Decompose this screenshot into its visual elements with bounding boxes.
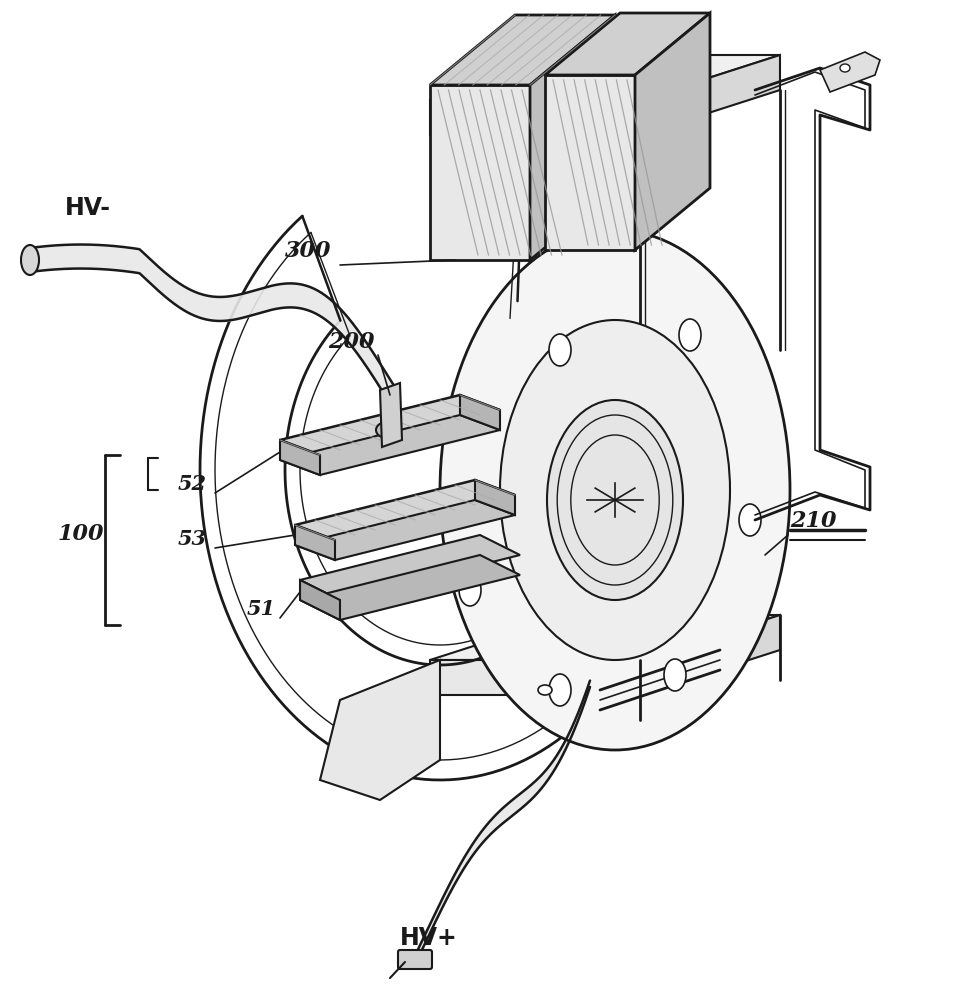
Polygon shape <box>545 13 710 75</box>
Ellipse shape <box>376 422 398 438</box>
Ellipse shape <box>664 659 686 691</box>
Polygon shape <box>300 535 520 600</box>
Polygon shape <box>380 383 402 447</box>
Polygon shape <box>430 615 780 660</box>
FancyBboxPatch shape <box>398 950 432 969</box>
Polygon shape <box>820 52 880 92</box>
Text: HV-: HV- <box>65 196 111 220</box>
Polygon shape <box>295 500 515 560</box>
Polygon shape <box>640 55 780 135</box>
Polygon shape <box>430 15 615 85</box>
Ellipse shape <box>739 504 761 536</box>
Polygon shape <box>475 480 515 515</box>
Polygon shape <box>430 660 640 695</box>
Polygon shape <box>300 580 340 620</box>
Text: 200: 200 <box>328 331 375 353</box>
Ellipse shape <box>840 64 850 72</box>
Polygon shape <box>295 480 515 540</box>
Ellipse shape <box>679 319 701 351</box>
Ellipse shape <box>500 320 730 660</box>
Text: 100: 100 <box>58 523 105 545</box>
Polygon shape <box>280 440 320 475</box>
Polygon shape <box>460 395 500 430</box>
Text: 300: 300 <box>285 240 331 262</box>
Polygon shape <box>640 615 780 695</box>
Text: HV+: HV+ <box>400 926 458 950</box>
Ellipse shape <box>21 245 39 275</box>
Polygon shape <box>280 395 500 455</box>
Polygon shape <box>530 15 615 260</box>
Polygon shape <box>430 55 780 100</box>
Ellipse shape <box>440 230 790 750</box>
Polygon shape <box>280 415 500 475</box>
Ellipse shape <box>549 674 571 706</box>
Ellipse shape <box>549 334 571 366</box>
Ellipse shape <box>538 685 552 695</box>
Polygon shape <box>635 13 710 250</box>
Polygon shape <box>300 555 520 620</box>
Ellipse shape <box>547 400 683 600</box>
Text: 53: 53 <box>178 529 207 549</box>
Polygon shape <box>320 660 440 800</box>
Polygon shape <box>430 85 530 260</box>
Polygon shape <box>295 525 335 560</box>
Text: 52: 52 <box>178 474 207 494</box>
Text: 51: 51 <box>247 599 276 619</box>
Text: 210: 210 <box>790 510 836 532</box>
Polygon shape <box>545 75 635 250</box>
Polygon shape <box>430 100 640 135</box>
Ellipse shape <box>459 574 481 606</box>
